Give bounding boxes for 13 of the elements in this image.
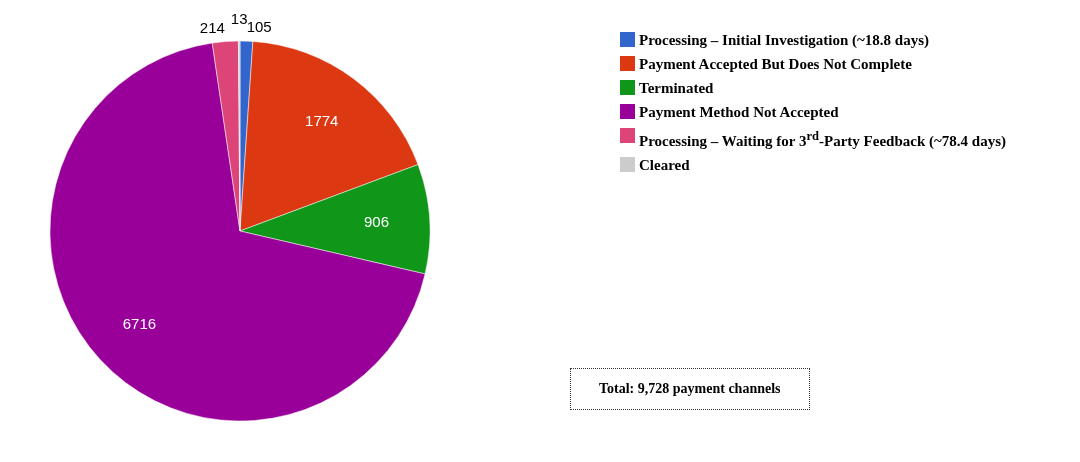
legend-label: Processing – Waiting for 3$^{rd}$-Party Feedback (~78.4 days) (639, 128, 1006, 151)
data-label: 214 (199, 18, 225, 36)
legend-label: Payment Method Not Accepted (639, 103, 839, 122)
data-label: 13 (230, 10, 248, 27)
data-label: 1774 (305, 112, 339, 130)
data-label: 6716 (122, 314, 157, 332)
data-label: 105 (246, 18, 272, 36)
data-label: 906 (364, 213, 390, 231)
legend-label: Terminated (639, 79, 714, 98)
legend-label: Processing – Initial Investigation (~18.8 days) (639, 31, 930, 50)
text: Total: 9,728 payment channels (570, 368, 810, 410)
legend-label: Payment Accepted But Does Not Complete (639, 55, 912, 74)
legend-label: Cleared (639, 156, 690, 175)
